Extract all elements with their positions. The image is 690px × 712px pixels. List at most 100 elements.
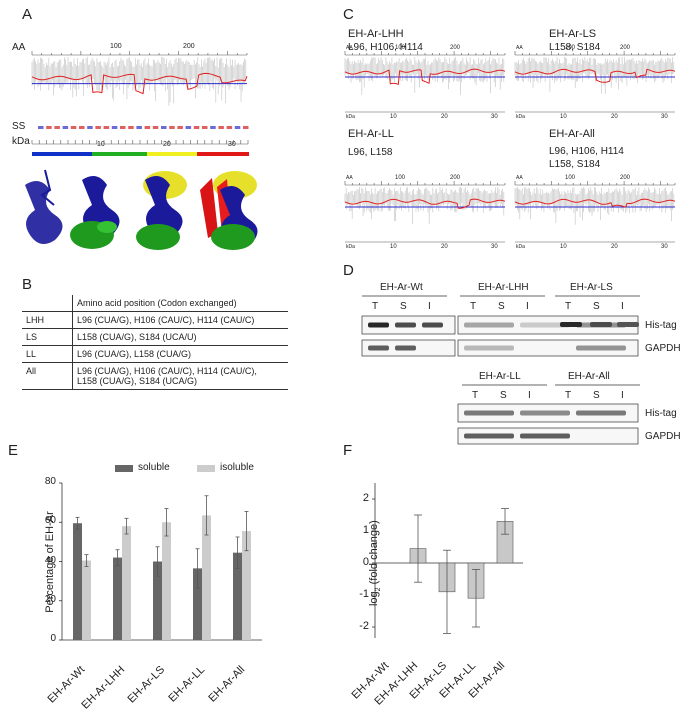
plot-sub-all: L96, H106, H114 L158, S184 [549,146,624,170]
kda-tick-10: 10 [97,141,105,148]
legend-swatch-soluble [115,465,133,472]
mini-kda-10: 10 [390,114,397,120]
mini-kda-20: 20 [441,244,448,250]
chart-e-bar-soluble [113,557,122,640]
panel-label-b: B [22,276,33,293]
lane-label-T: T [565,390,572,401]
plot-title-ll: EH-Ar-LL [348,128,394,140]
secondary-structure-segment [234,126,241,129]
table-row: LHH L96 (CUA/G), H106 (CAU/C), H114 (CAU… [22,311,288,329]
chart-e-bar-soluble [193,568,202,640]
lane-label-I: I [428,301,431,312]
mini-kda-label: kDa [516,114,525,120]
chart-e-ytick-label: 40 [44,554,56,566]
mini-hydropathy-3-smoothed-trace [514,198,676,208]
secondary-structure-segment [103,126,110,129]
aa-tick-100: 100 [110,43,122,50]
secondary-structure-segment [169,126,175,129]
kda-tick-30: 30 [228,141,236,148]
domain-color-segment [197,152,249,156]
chart-e-ytick-label: 0 [50,633,56,644]
secondary-structure-segment [243,126,249,129]
kda-row-label: kDa [12,136,30,147]
plot-title-all: EH-Ar-All [549,128,595,140]
mini-tick-200: 200 [620,175,631,181]
kda-tick-20: 20 [163,141,171,148]
row-desc: L96 (CUA/G), H106 (CAU/C), H114 (CAU/C) [72,311,288,329]
row-name: LHH [22,311,73,329]
plot-sub-ll: L96, L158 [348,147,393,158]
mini-hydropathy-1-raw-trace [514,57,675,95]
mini-kda-20: 20 [611,114,618,120]
chart-f-ylabel: log2 (fold change) [367,520,383,607]
secondary-structure-segment [193,126,200,129]
panel-label-a: A [22,6,33,23]
row-desc: L96 (CUA/G), L158 (CUA/G) [72,345,288,363]
chart-f-bar [438,562,456,593]
gapdh-blot-ll-all-strip [457,427,639,445]
secondary-structure-segment [161,126,167,129]
secondary-structure-segment [152,126,159,129]
lane-label-S: S [400,301,407,312]
blot-group-all: EH-Ar-All [568,371,610,382]
ss-row-label: SS [12,121,26,132]
his-blot-ls-band [560,322,582,327]
lane-label-I: I [621,301,624,312]
secondary-structure-segment [62,126,69,129]
secondary-structure-segment [95,126,101,129]
codon-table: Amino acid position (Codon exchanged) LH… [22,295,288,390]
mini-tick-100: 100 [395,45,406,51]
mini-tick-100: 100 [565,45,576,51]
mini-kda-30: 30 [491,114,498,120]
his-blot-wt-band [368,322,389,328]
secondary-structure-segment [185,126,192,129]
lane-label-I: I [621,390,624,401]
secondary-structure-segment [120,126,126,129]
panel-label-e: E [8,442,19,459]
secondary-structure-segment [144,126,151,129]
secondary-structure-segment [54,126,60,129]
row-name: All [22,362,73,390]
chart-f-ytick-label: 1 [362,524,369,536]
secondary-structure-segment [218,126,224,129]
gapdh-blot-ll-all-band [520,433,570,439]
mini-tick-200: 200 [450,175,461,181]
mini-kda-30: 30 [491,244,498,250]
domain-color-segment [147,152,197,156]
chart-f-ytick-label: -2 [359,620,369,632]
mini-kda-label: kDa [516,244,525,250]
mini-hydropathy-1-bg [515,55,675,95]
his-blot-lhh-band [520,322,570,328]
gapdh-blot-lhh-ls-band [464,345,514,351]
gapdh-label-top: GAPDH [645,343,681,354]
lane-label-S: S [498,301,505,312]
panel-label-c: C [343,6,354,23]
secondary-structure-segment [87,126,93,129]
mini-kda-10: 10 [560,244,567,250]
mini-hydropathy-1-smoothed-trace [514,68,676,83]
blot-group-ll: EH-Ar-LL [479,371,521,382]
his-blot-ll-all-band [576,410,626,416]
panel-label-d: D [343,262,354,279]
structure-domain1 [25,169,63,244]
row-desc: L96 (CUA/G), H106 (CAU/C), H114 (CAU/C),… [72,362,288,390]
mini-kda-label: kDa [346,114,355,120]
his-blot-wt-strip [361,315,456,335]
his-blot-lhh-strip [457,315,639,335]
table-row: LS L158 (CUA/G), S184 (UCA/U) [22,328,288,346]
his-blot-ls-band [617,322,639,327]
secondary-structure-segment [128,126,134,129]
mini-hydropathy-2-smoothed-trace [344,198,506,209]
mini-kda-10: 10 [390,244,397,250]
his-blot-ll-all-strip [457,403,639,423]
mini-kda-30: 30 [661,244,668,250]
his-blot-lhh-band [576,322,626,328]
gapdh-blot-lhh-ls-band [576,345,626,351]
chart-f-bar [409,548,427,564]
his-tag-label-top: His-tag [645,320,677,331]
structure-domain3 [136,171,187,250]
lane-label-T: T [470,301,477,312]
mini-hydropathy-0-raw-trace [344,57,505,95]
legend-soluble: soluble [138,462,170,473]
domain-color-segment [32,152,92,156]
